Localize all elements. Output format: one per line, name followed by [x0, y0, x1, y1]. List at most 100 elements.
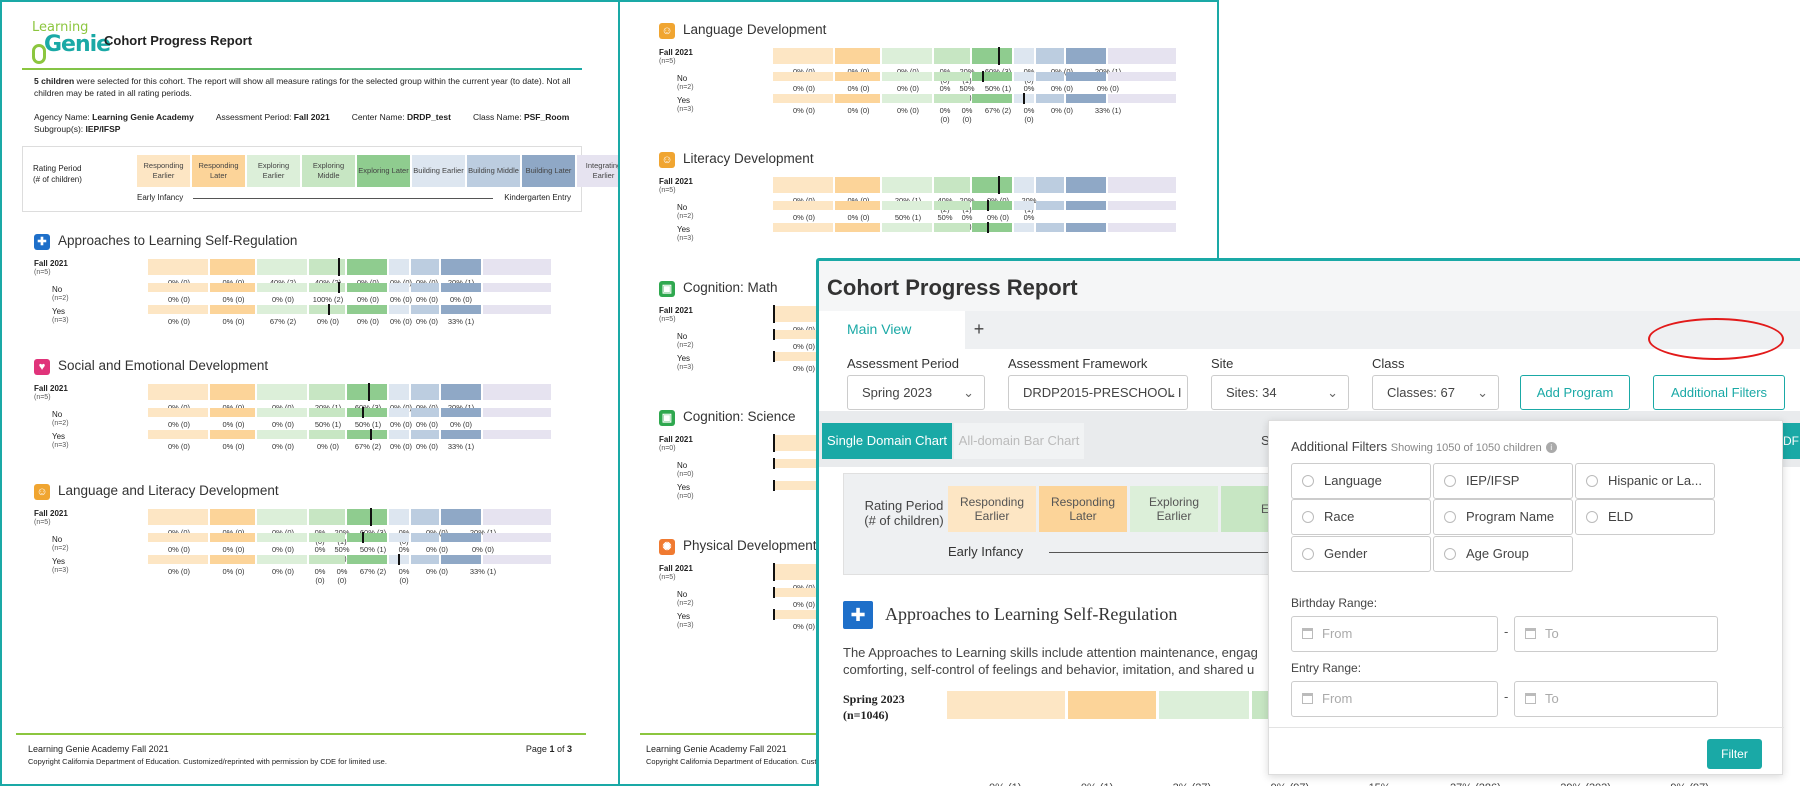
bar-value: 0% (0) [835, 196, 882, 214]
bar-segment [148, 283, 208, 292]
bar-value: 0% (0) [1050, 84, 1074, 93]
bar-value: 0% (0) [415, 420, 439, 429]
bar-segment [309, 509, 345, 525]
page-indicator: Page 1 of 3 [526, 744, 572, 754]
filter-option-gender[interactable]: Gender [1291, 536, 1431, 572]
filter-option-age-group[interactable]: Age Group [1433, 536, 1573, 572]
bar-value-labels: 0% (0) [773, 364, 835, 373]
radio-icon [1302, 475, 1314, 487]
median-marker [362, 532, 364, 543]
rating-period-label: Rating Period (# of children) [33, 163, 82, 185]
filter-option-hispanic-or-la-[interactable]: Hispanic or La... [1575, 463, 1715, 499]
filter-option-label: Program Name [1466, 509, 1555, 524]
all-domain-bar-chart-button[interactable]: All-domain Bar Chart [954, 423, 1084, 459]
assessment-period-select[interactable]: Spring 2023 ⌄ [847, 375, 985, 410]
bar-value: 0% (0) [1096, 84, 1120, 93]
rating-bar [773, 177, 1178, 193]
additional-filters-button[interactable]: Additional Filters [1653, 375, 1785, 410]
median-marker [773, 305, 775, 323]
bar-value-labels: 0% (0) [773, 600, 835, 609]
bar-segment [483, 305, 551, 314]
bar-segment [309, 430, 345, 439]
bar-segment [1036, 48, 1064, 64]
filter-option-race[interactable]: Race [1291, 499, 1431, 535]
entry-from-input[interactable]: From [1291, 681, 1498, 717]
bar-value: 0% (0) [415, 528, 459, 546]
birthday-from-input[interactable]: From [1291, 616, 1498, 652]
bar-segment [148, 305, 208, 314]
bar-value-labels: 0% (0) 0% (0) 0% (0) 0% (0) 67% (2) 0% (0) 0% … [148, 442, 481, 451]
bar-segment [835, 48, 880, 64]
bar-segment [1014, 223, 1034, 232]
filter-option-language[interactable]: Language [1291, 463, 1431, 499]
bar-value: 40% (2) [257, 278, 309, 287]
rating-bar [773, 201, 1178, 210]
bar-segment [972, 48, 1012, 64]
bar-segment [411, 305, 439, 314]
bar-segment [773, 72, 833, 81]
birthday-range-label: Birthday Range: [1291, 596, 1378, 610]
filter-option-eld[interactable]: ELD [1575, 499, 1715, 535]
tab-main-view[interactable]: Main View [825, 311, 965, 349]
period-label: Assessment Period: [215, 112, 294, 122]
info-icon[interactable]: i [1545, 442, 1557, 454]
period-meta: Assessment Period: Fall 2021 [216, 112, 330, 122]
bar-segment [210, 384, 255, 400]
bar-value: 0% (0) [882, 67, 934, 85]
domain-icon: ♥ [34, 359, 50, 375]
bar-segment [1014, 48, 1034, 64]
bar-value: 0% (0) [210, 278, 257, 287]
bar-segment [483, 384, 551, 400]
class-select[interactable]: Classes: 67 ⌄ [1372, 375, 1499, 410]
bar-value: 3% (27) [1173, 782, 1212, 786]
site-select[interactable]: Sites: 34 ⌄ [1211, 375, 1349, 410]
add-program-button[interactable]: Add Program [1520, 375, 1630, 410]
bar-value: 0% (0) [316, 442, 340, 451]
bar-segment [210, 509, 255, 525]
filter-button[interactable]: Filter [1707, 739, 1762, 769]
bar-segment [773, 177, 833, 193]
panel-divider [1269, 727, 1784, 728]
calendar-icon [1525, 693, 1536, 704]
bar-segment [389, 384, 409, 400]
birthday-to-input[interactable]: To [1514, 616, 1718, 652]
row-label: No [677, 203, 688, 212]
bar-value: 0% (0) [389, 317, 413, 326]
rating-bar [773, 48, 1178, 64]
bar-segment [148, 408, 208, 417]
bar-segment [1108, 72, 1176, 81]
bar-value: 67% (2) [984, 106, 1012, 115]
bar-segment [441, 430, 481, 439]
filter-option-iep-ifsp[interactable]: IEP/IFSP [1433, 463, 1573, 499]
app-title: Cohort Progress Report [827, 275, 1078, 300]
footer-left: Learning Genie Academy Fall 2021 [28, 744, 169, 754]
bar-value: 0% (0) [986, 213, 1010, 222]
bar-value: 40% (2) [309, 278, 347, 287]
filter-option-program-name[interactable]: Program Name [1433, 499, 1573, 535]
bar-segment [389, 430, 409, 439]
report-page-1: Learning Genie Cohort Progress Report 5 … [0, 0, 620, 786]
bar-segment [441, 509, 481, 525]
bar-segment [309, 555, 345, 564]
add-tab-button[interactable]: + [973, 319, 985, 339]
bar-value: 0% (0) [210, 403, 257, 412]
single-domain-chart-button[interactable]: Single Domain Chart [822, 423, 952, 459]
bar-value: 0% (0) [1050, 106, 1074, 115]
bar-value: 0% (0) [792, 600, 816, 609]
level-cell: Integrating Earlier [577, 155, 618, 187]
median-marker [998, 176, 1000, 194]
bar-value: 33% (1) [447, 442, 475, 451]
row-count: (n=5) [659, 316, 676, 323]
bar-value: 0% (0) [398, 567, 410, 585]
center-meta: Center Name: DRDP_test [352, 112, 451, 122]
entry-to-input[interactable]: To [1514, 681, 1718, 717]
domain-name: Language Development [683, 22, 827, 37]
framework-select[interactable]: DRDP2015-PRESCHOOL I ⌄ [1008, 375, 1188, 410]
row-label: Fall 2021 [659, 306, 693, 315]
row-label: No [52, 285, 63, 294]
level-cells: Responding Earlier Responding Later Explor… [137, 155, 618, 187]
row-count: (n=3) [677, 622, 694, 629]
bar-value: 0% (0) [415, 295, 439, 304]
calendar-icon [1302, 693, 1313, 704]
domain-name: Physical Development [683, 538, 817, 553]
